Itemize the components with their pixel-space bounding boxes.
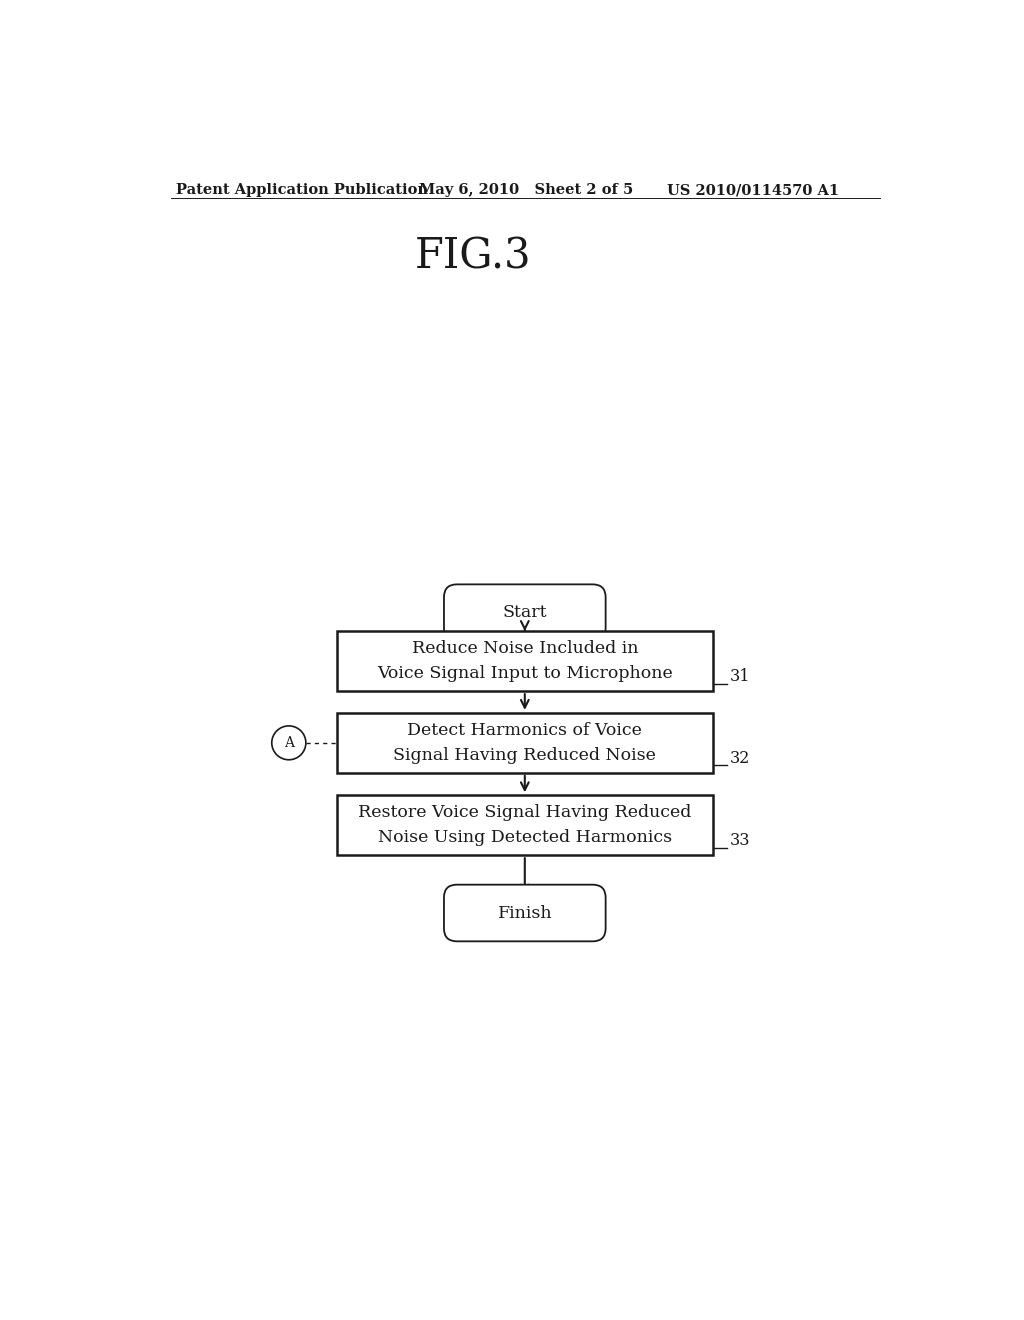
Text: Start: Start	[503, 605, 547, 622]
Text: Reduce Noise Included in
Voice Signal Input to Microphone: Reduce Noise Included in Voice Signal In…	[377, 640, 673, 682]
Text: May 6, 2010   Sheet 2 of 5: May 6, 2010 Sheet 2 of 5	[419, 183, 633, 197]
FancyBboxPatch shape	[337, 631, 713, 692]
Text: A: A	[284, 735, 294, 750]
FancyBboxPatch shape	[337, 795, 713, 855]
Text: 32: 32	[730, 750, 751, 767]
Text: Patent Application Publication: Patent Application Publication	[176, 183, 428, 197]
Text: Detect Harmonics of Voice
Signal Having Reduced Noise: Detect Harmonics of Voice Signal Having …	[393, 722, 656, 764]
FancyBboxPatch shape	[444, 884, 605, 941]
Text: Restore Voice Signal Having Reduced
Noise Using Detected Harmonics: Restore Voice Signal Having Reduced Nois…	[358, 804, 691, 846]
Circle shape	[271, 726, 306, 760]
Text: Finish: Finish	[498, 904, 552, 921]
Text: 33: 33	[730, 832, 751, 849]
Text: US 2010/0114570 A1: US 2010/0114570 A1	[667, 183, 839, 197]
FancyBboxPatch shape	[337, 713, 713, 774]
FancyBboxPatch shape	[444, 585, 605, 642]
Text: 31: 31	[730, 668, 751, 685]
Text: FIG.3: FIG.3	[415, 235, 531, 277]
